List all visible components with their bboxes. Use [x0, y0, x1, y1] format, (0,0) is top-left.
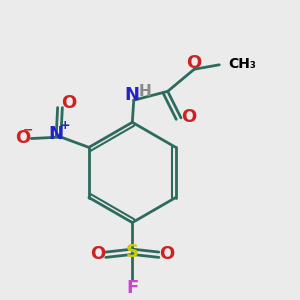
Text: −: −	[22, 124, 33, 137]
Text: N: N	[125, 86, 140, 104]
Text: N: N	[48, 124, 63, 142]
Text: O: O	[186, 54, 201, 72]
Text: F: F	[126, 279, 138, 297]
Text: H: H	[139, 84, 152, 99]
Text: O: O	[61, 94, 76, 112]
Text: O: O	[16, 129, 31, 147]
Text: O: O	[181, 108, 196, 126]
Text: S: S	[126, 243, 139, 261]
Text: CH₃: CH₃	[229, 57, 256, 71]
Text: O: O	[159, 244, 174, 262]
Text: +: +	[60, 119, 70, 132]
Text: O: O	[91, 244, 106, 262]
